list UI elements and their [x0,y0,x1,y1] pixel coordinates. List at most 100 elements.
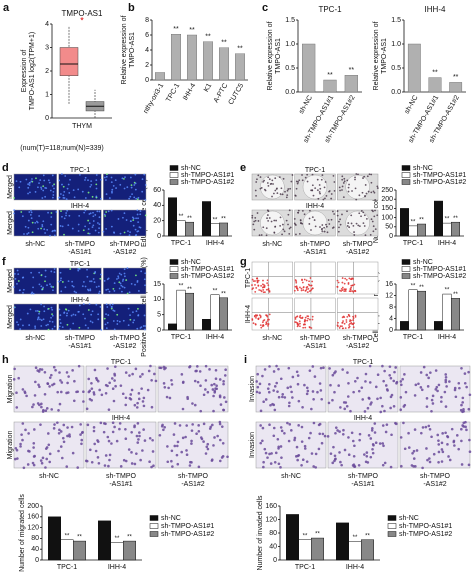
cell [369,234,372,236]
cell [312,397,315,401]
legend-swatch [401,259,411,265]
cell [92,278,95,280]
cell [392,404,396,408]
cell [128,397,132,400]
bar [451,221,460,237]
cell [325,194,328,197]
cell [106,306,109,308]
cell [461,396,465,400]
bar [434,321,443,331]
cell [218,394,222,398]
cell [128,291,131,294]
cell [185,424,188,427]
cell [193,379,197,383]
cell [63,190,66,193]
cell [184,435,187,439]
cell [303,323,306,326]
cell [105,179,107,181]
cell [256,178,258,181]
cell [307,287,310,290]
cell [260,326,263,329]
cell [317,447,321,451]
cell [354,176,356,179]
well [260,210,285,236]
cell [303,444,307,448]
cell [88,389,92,393]
cell [415,449,419,452]
cell [364,195,366,198]
annotation: ** [189,27,195,34]
cell [165,395,169,399]
cell [148,460,151,464]
cell [331,373,335,377]
cell [199,384,202,388]
cell [65,371,69,374]
panel-letter: g [240,256,247,268]
y-tick-label: 1.0 [285,41,295,48]
cell [407,446,411,449]
cell [50,373,53,377]
cell [381,404,384,408]
cell [53,187,55,190]
cell [50,223,53,226]
cell [288,209,291,212]
cell [64,286,67,289]
cell [200,437,204,441]
cell [253,228,256,231]
cell [92,224,95,227]
cell [150,378,153,382]
cell [399,408,402,412]
cell [62,194,65,197]
cell [256,281,259,284]
cell [304,176,307,179]
cell [268,313,271,316]
cell [47,323,49,326]
cell [319,226,321,228]
cell [152,464,155,468]
cell [281,193,284,196]
column-label: -AS1#1 [68,343,91,350]
cell [141,178,144,181]
cell [120,284,123,287]
cell [255,380,258,383]
cell [226,455,229,459]
cell [122,458,126,462]
cell [137,217,139,220]
cell [256,372,260,376]
cell [254,189,257,192]
annotation: ** [353,535,358,541]
cell [412,465,415,468]
micrograph [58,173,102,201]
cell [137,196,140,199]
cell [113,374,117,377]
cell [34,327,37,329]
cell [72,313,75,316]
cell [15,406,19,409]
cell-line-label: IHH-4 [112,415,130,422]
legend-swatch [401,165,411,171]
cell [305,288,308,291]
column-label: sh-TMPO [110,335,141,342]
cell [138,226,141,229]
cell [440,448,444,451]
cell [351,277,354,280]
cell [97,462,101,465]
chart-title: TPC-1 [318,5,342,14]
panel-letter: a [3,2,10,14]
cell [262,460,265,464]
cell [365,451,369,454]
cell [376,373,380,377]
cell [104,454,108,457]
cell [288,232,291,235]
y-tick-label: 200 [381,196,393,203]
cell [110,377,114,380]
cell [279,466,282,469]
annotation: ** [365,533,370,539]
cell [277,367,280,371]
panel-letter: h [2,354,9,366]
cell [222,380,225,383]
cell [463,381,467,385]
cell [259,324,262,326]
cell [223,396,226,399]
cell [62,185,65,188]
